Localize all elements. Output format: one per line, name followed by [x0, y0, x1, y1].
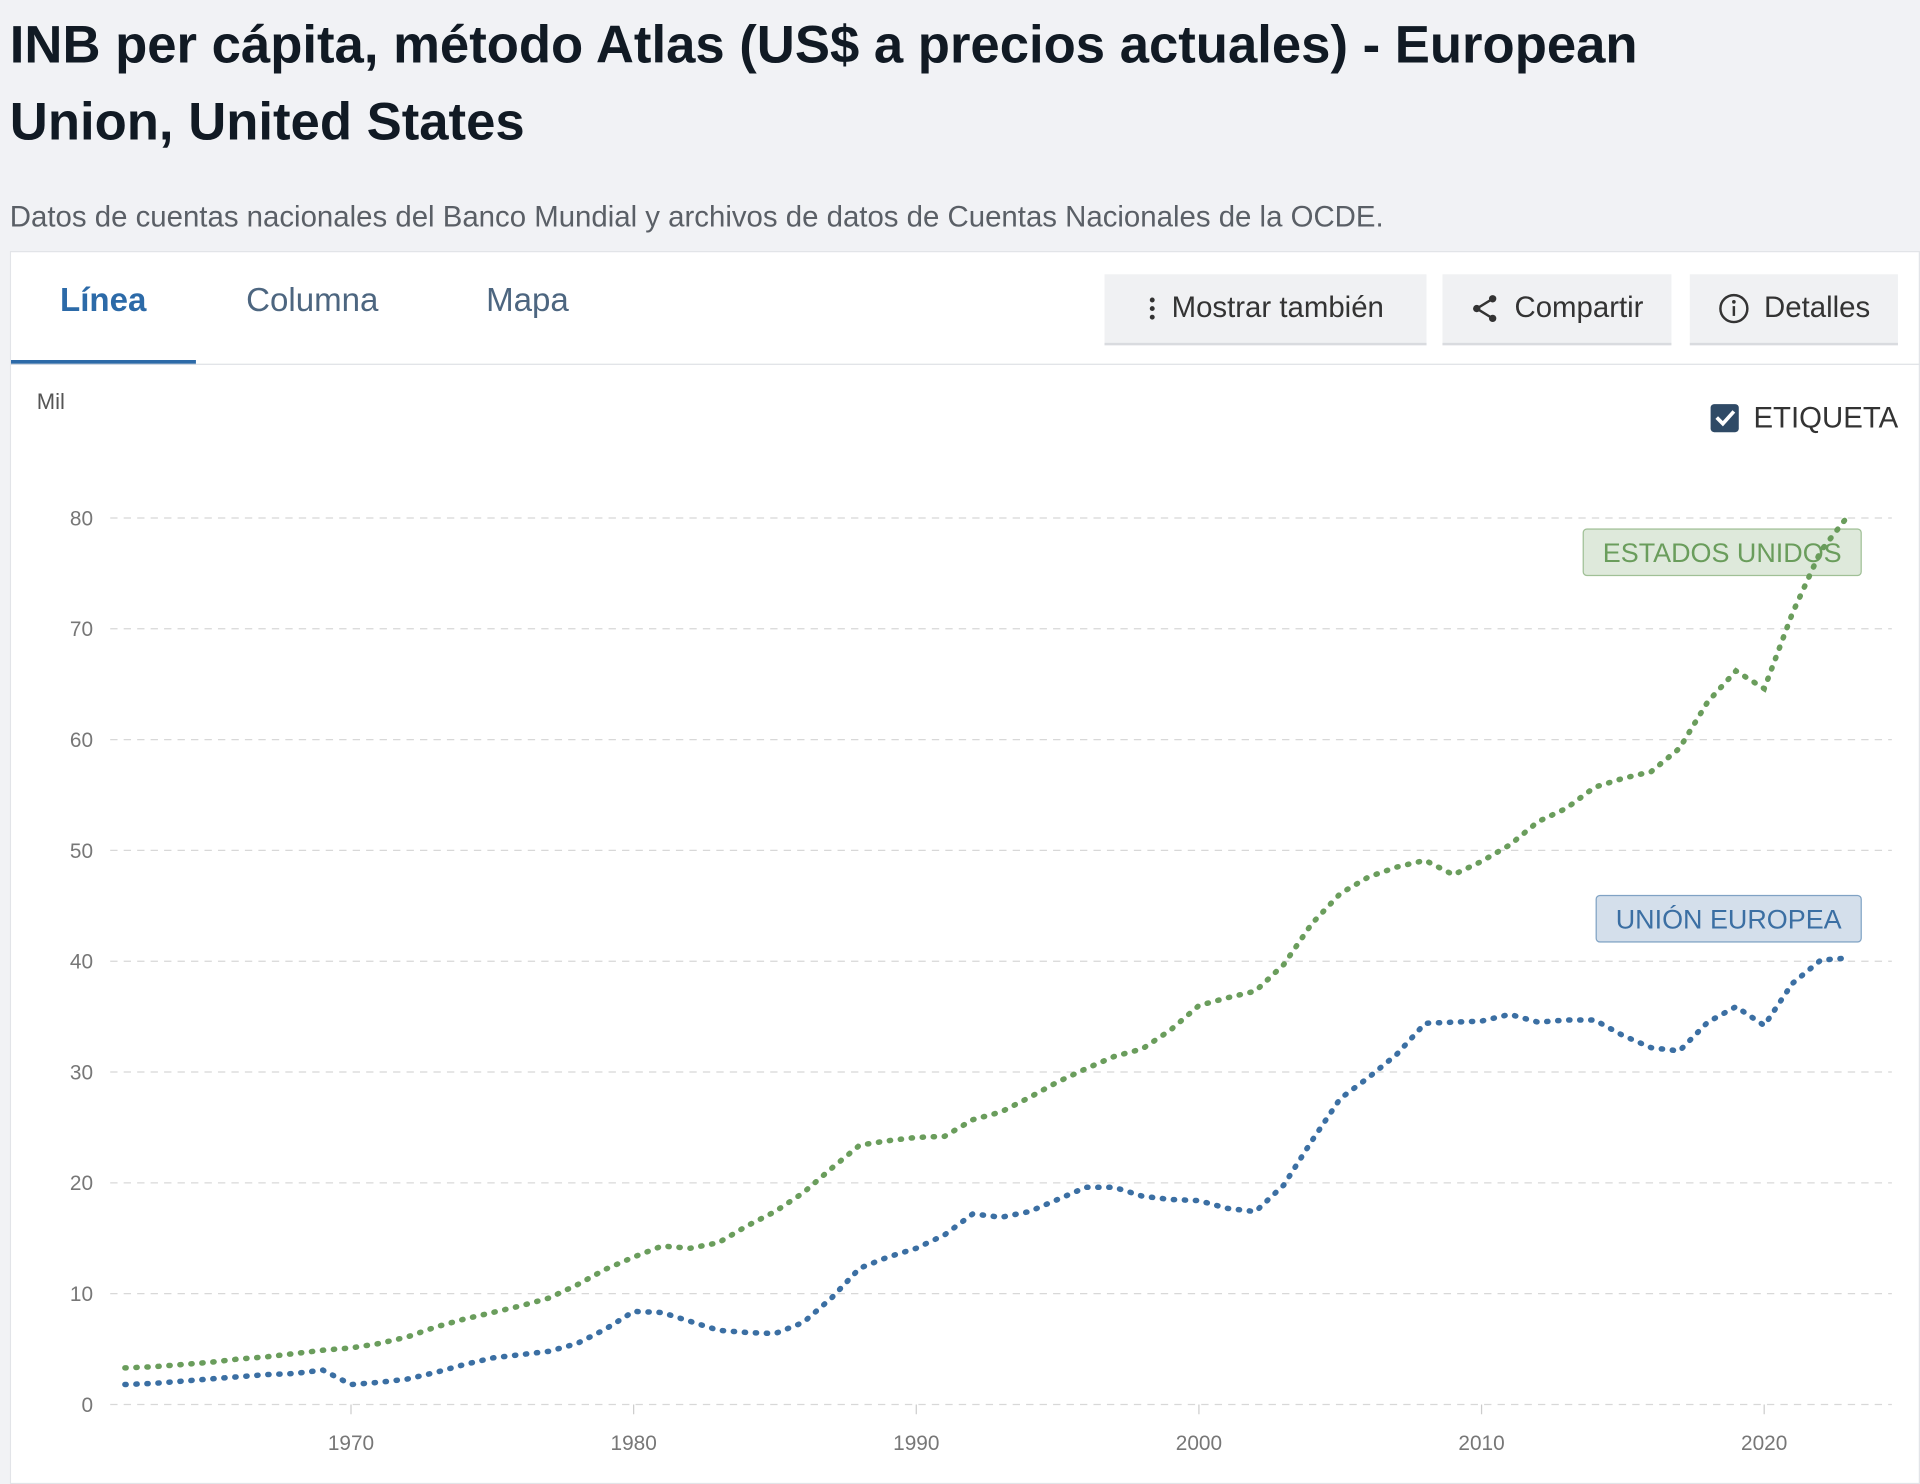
series-label-box	[1595, 894, 1862, 943]
y-tick-label: 60	[70, 729, 93, 752]
chart-card	[9, 251, 1920, 1484]
y-tick-label: 50	[70, 840, 93, 863]
x-tick-label: 1970	[328, 1432, 374, 1455]
tab[interactable]: Columna	[246, 281, 379, 319]
legend-label: ESTADOS UNIDOS	[1603, 538, 1842, 568]
legend-label: UNIÓN EUROPEA	[1616, 904, 1842, 935]
icon	[1718, 293, 1749, 324]
icon	[1472, 295, 1497, 323]
button-label: Mostrar también	[1171, 291, 1384, 325]
y-tick-label: 40	[70, 951, 93, 974]
button[interactable]: Compartir	[1442, 274, 1672, 346]
series-label-box	[1582, 528, 1862, 577]
y-tick-label: 20	[70, 1172, 93, 1195]
y-tick-label: 0	[81, 1394, 93, 1417]
series-line	[122, 955, 1852, 1388]
y-unit-label: Mil	[37, 389, 65, 414]
checkmark	[1715, 410, 1736, 427]
page-title: INB per cápita, método Atlas (US$ a prec…	[9, 15, 1638, 152]
x-tick-label: 2020	[1741, 1432, 1787, 1455]
tab[interactable]: Línea	[60, 281, 147, 319]
subtitle: Datos de cuentas nacionales del Banco Mu…	[9, 200, 1384, 234]
checkbox-label[interactable]: ETIQUETA	[1753, 401, 1898, 434]
button-label: Compartir	[1514, 291, 1644, 325]
y-tick-label: 30	[70, 1061, 93, 1084]
series-label: ESTADOS UNIDOS	[1582, 528, 1862, 577]
x-tick-label: 1990	[893, 1432, 939, 1455]
x-tick-label: 2000	[1176, 1432, 1222, 1455]
button[interactable]: Detalles	[1689, 274, 1898, 346]
y-tick-label: 70	[70, 618, 93, 641]
separator	[11, 363, 1920, 365]
series-label: UNIÓN EUROPEA	[1595, 894, 1862, 943]
button-label: Detalles	[1764, 291, 1871, 325]
y-tick-label: 10	[70, 1283, 93, 1306]
x-tick-label: 1980	[611, 1432, 657, 1455]
icon	[1149, 297, 1155, 320]
checkbox[interactable]	[1710, 404, 1739, 433]
tab-underline	[11, 360, 196, 365]
y-tick-label: 80	[70, 507, 93, 530]
x-tick-label: 2010	[1458, 1432, 1504, 1455]
button[interactable]: Mostrar también	[1104, 274, 1427, 346]
series-line	[122, 511, 1852, 1371]
tab[interactable]: Mapa	[486, 281, 569, 319]
